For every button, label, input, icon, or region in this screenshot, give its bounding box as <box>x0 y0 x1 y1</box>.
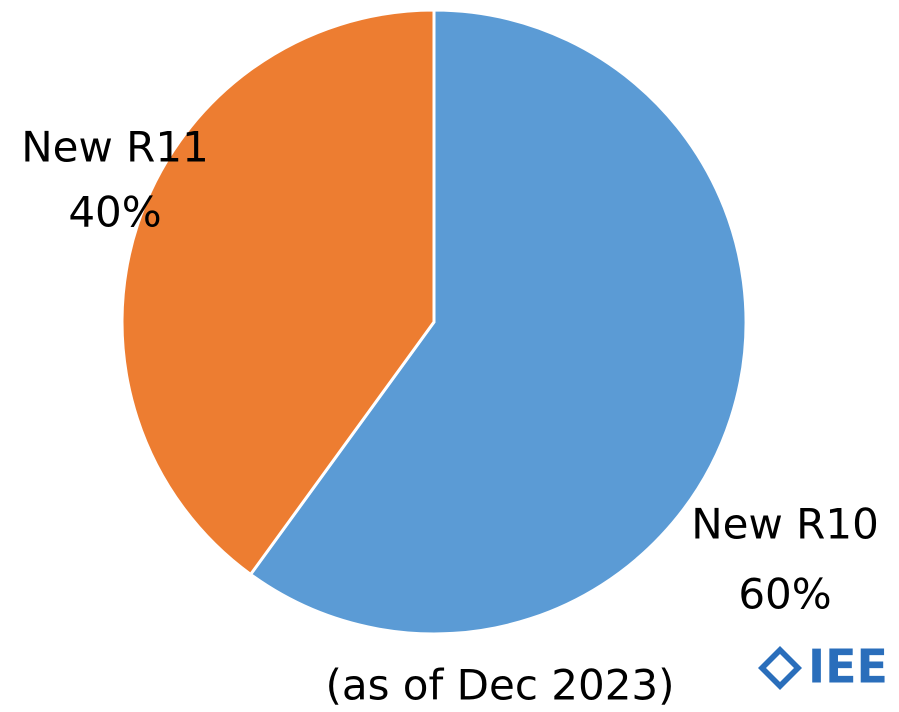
value-label: 60% <box>738 570 831 619</box>
pie <box>120 8 748 636</box>
value-label: 40% <box>68 188 161 237</box>
category-label: New R10 <box>691 500 879 549</box>
pie-slice <box>248 8 748 636</box>
logo-text: IEE <box>808 640 888 694</box>
category-label: New R11 <box>21 123 209 172</box>
logo: IEE <box>758 640 888 694</box>
annotation: (as of Dec 2023) <box>325 661 674 710</box>
pie-slice <box>120 8 436 577</box>
logo-diamond-inner <box>766 654 794 682</box>
